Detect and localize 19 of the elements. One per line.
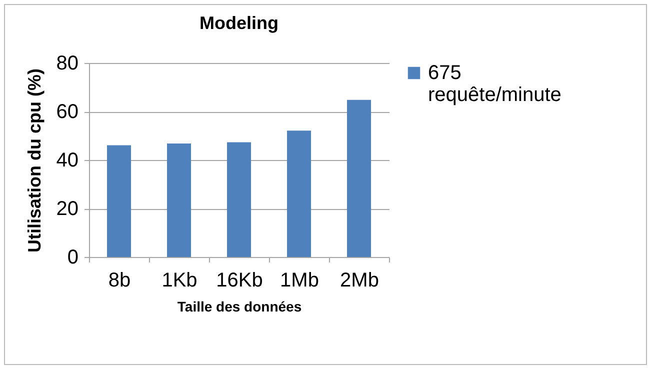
y-tick-label: 60 bbox=[56, 101, 78, 123]
x-tick-label: 16Kb bbox=[216, 270, 263, 292]
bar bbox=[347, 100, 371, 257]
bar bbox=[287, 130, 311, 257]
x-tick-label: 8b bbox=[108, 270, 131, 292]
chart-title: Modeling bbox=[200, 13, 278, 33]
y-tick-label: 40 bbox=[56, 150, 78, 172]
x-tick-label: 1Mb bbox=[280, 270, 319, 292]
y-tick-label: 20 bbox=[56, 198, 78, 220]
bar bbox=[107, 145, 131, 257]
bar bbox=[227, 142, 251, 257]
y-tick-label: 0 bbox=[67, 246, 78, 268]
x-tick-label: 2Mb bbox=[340, 270, 379, 292]
bar bbox=[167, 144, 191, 257]
y-axis-title: Utilisation du cpu (%) bbox=[24, 68, 44, 252]
legend-label: 675 requête/minute bbox=[428, 62, 562, 106]
x-tick-label: 1Kb bbox=[162, 270, 198, 292]
x-axis-title: Taille des données bbox=[177, 298, 302, 314]
y-tick-label: 80 bbox=[56, 52, 78, 74]
